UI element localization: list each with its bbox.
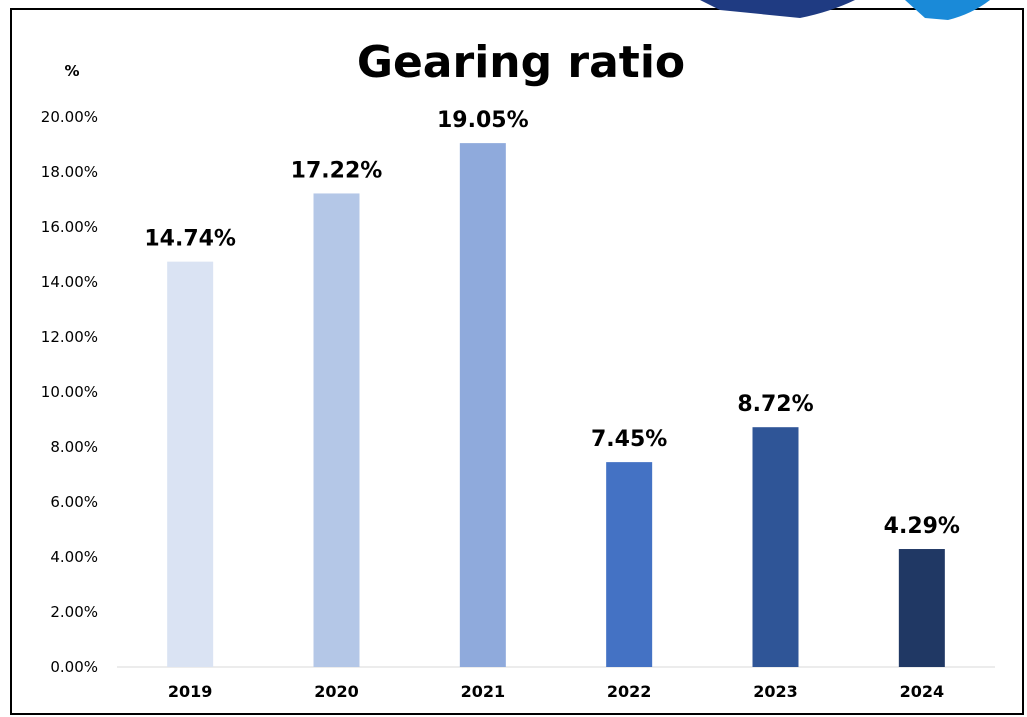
corner-shape-light xyxy=(905,0,990,20)
bar-2021 xyxy=(459,143,506,667)
x-tick-label: 2024 xyxy=(900,682,945,701)
data-labels: 14.74% 17.22% 19.05% 7.45% 8.72% 4.29% xyxy=(144,108,960,539)
x-tick-label: 2022 xyxy=(607,682,652,701)
x-tick-label: 2020 xyxy=(314,682,359,701)
y-tick-label: 12.00% xyxy=(41,328,98,346)
y-tick-label: 8.00% xyxy=(50,438,98,456)
data-label-2022: 7.45% xyxy=(591,427,667,452)
y-tick-label: 0.00% xyxy=(50,658,98,676)
y-tick-label: 20.00% xyxy=(41,108,98,126)
y-tick-label: 18.00% xyxy=(41,163,98,181)
y-axis-ticks: 0.00% 2.00% 4.00% 6.00% 8.00% 10.00% 12.00% 14.… xyxy=(41,108,98,676)
bar-2020 xyxy=(313,193,360,667)
corner-shape-dark xyxy=(700,0,855,18)
x-tick-label: 2019 xyxy=(168,682,213,701)
bar-2022 xyxy=(606,462,653,667)
y-tick-label: 2.00% xyxy=(50,603,98,621)
bar-series xyxy=(167,143,945,667)
bar-2024 xyxy=(898,549,945,667)
data-label-2021: 19.05% xyxy=(437,108,529,133)
chart-title: Gearing ratio xyxy=(357,37,685,88)
y-tick-label: 4.00% xyxy=(50,548,98,566)
y-axis-unit-label: % xyxy=(64,62,79,80)
y-tick-label: 14.00% xyxy=(41,273,98,291)
y-tick-label: 16.00% xyxy=(41,218,98,236)
x-axis-ticks: 2019 2020 2021 2022 2023 2024 xyxy=(168,682,944,701)
data-label-2020: 17.22% xyxy=(291,158,383,183)
data-label-2023: 8.72% xyxy=(737,392,813,417)
bar-2019 xyxy=(167,261,214,667)
bar-2023 xyxy=(752,427,799,667)
data-label-2024: 4.29% xyxy=(884,514,960,539)
data-label-2019: 14.74% xyxy=(144,227,236,252)
y-tick-label: 10.00% xyxy=(41,383,98,401)
x-tick-label: 2021 xyxy=(461,682,506,701)
y-tick-label: 6.00% xyxy=(50,493,98,511)
x-tick-label: 2023 xyxy=(753,682,798,701)
